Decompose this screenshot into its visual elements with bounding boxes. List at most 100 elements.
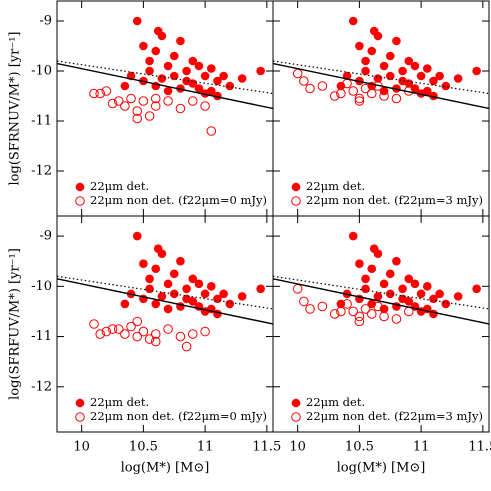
point [275,99,284,108]
point [151,299,161,309]
point [132,113,143,124]
point [391,314,402,324]
point [132,331,143,342]
fit-line [273,60,489,95]
point [163,324,173,334]
point [188,274,198,284]
frame [272,215,490,433]
point [360,83,371,94]
point [256,66,265,76]
point [379,279,389,289]
point [416,289,426,299]
point [348,86,359,96]
point [120,299,130,309]
point [169,289,179,299]
point [225,81,235,91]
point [145,274,154,284]
legend-label: 22μm det. [90,395,149,409]
point [369,244,379,253]
fit-line [273,275,489,310]
point [194,279,204,289]
point [132,231,142,241]
legend-marker [291,398,301,408]
point [101,86,112,96]
point [385,289,395,299]
legend-marker [291,412,301,422]
point [385,51,395,61]
point [145,284,154,294]
legend-label: 22μm non det. (f22μm=3 mJy) [306,409,483,423]
panel [57,231,284,352]
x-tick-label: 11 [413,440,430,455]
point [385,269,395,279]
point [385,71,395,81]
point [194,61,204,71]
point [398,284,407,294]
x-tick-label: 11.5 [252,440,281,455]
point [275,317,284,326]
point [101,326,112,337]
point [361,56,370,66]
point [354,93,365,104]
point [206,282,216,291]
point [163,304,173,314]
point [354,96,365,106]
point [139,41,148,51]
point [120,81,130,91]
point [175,103,186,114]
point [422,282,432,291]
point [157,292,167,301]
point [342,299,352,309]
point [187,329,198,339]
point [416,71,426,81]
point [367,46,377,56]
x-tick-label: 10.5 [345,440,374,455]
point [200,101,210,111]
point [200,326,210,337]
point [361,66,370,76]
point [163,96,173,106]
point [435,289,444,299]
point [305,83,315,94]
point [256,284,265,294]
point [379,86,389,96]
point [120,329,130,339]
legend-label: 22μm det. [306,179,365,193]
fit-line [273,62,489,110]
point [348,231,358,241]
point [472,284,481,294]
legend-marker [75,182,85,192]
point [299,76,309,86]
point [225,299,235,309]
point [354,316,365,327]
y-tick-label: -9 [39,14,52,29]
point [422,86,432,96]
point [422,64,432,73]
point [366,88,377,99]
point [153,26,163,36]
point [138,326,149,337]
fit-line [57,62,273,110]
legend-marker [75,398,85,408]
point [144,334,155,344]
point [145,66,154,76]
point [329,91,340,101]
point [175,331,186,342]
point [188,56,198,66]
point [391,93,402,104]
point [151,264,161,274]
y-tick-label: -10 [31,64,52,79]
point [153,244,163,253]
point [126,93,136,104]
point [398,76,407,86]
point [206,64,216,73]
point [367,264,377,274]
point [361,274,370,284]
legend-label: 22μm det. [306,395,365,409]
y-tick-label: -9 [39,229,52,244]
point [182,66,191,76]
point [95,88,105,99]
point [373,74,383,83]
legend-label: 22μm non det. (f22μm=0 mJy) [90,193,267,207]
